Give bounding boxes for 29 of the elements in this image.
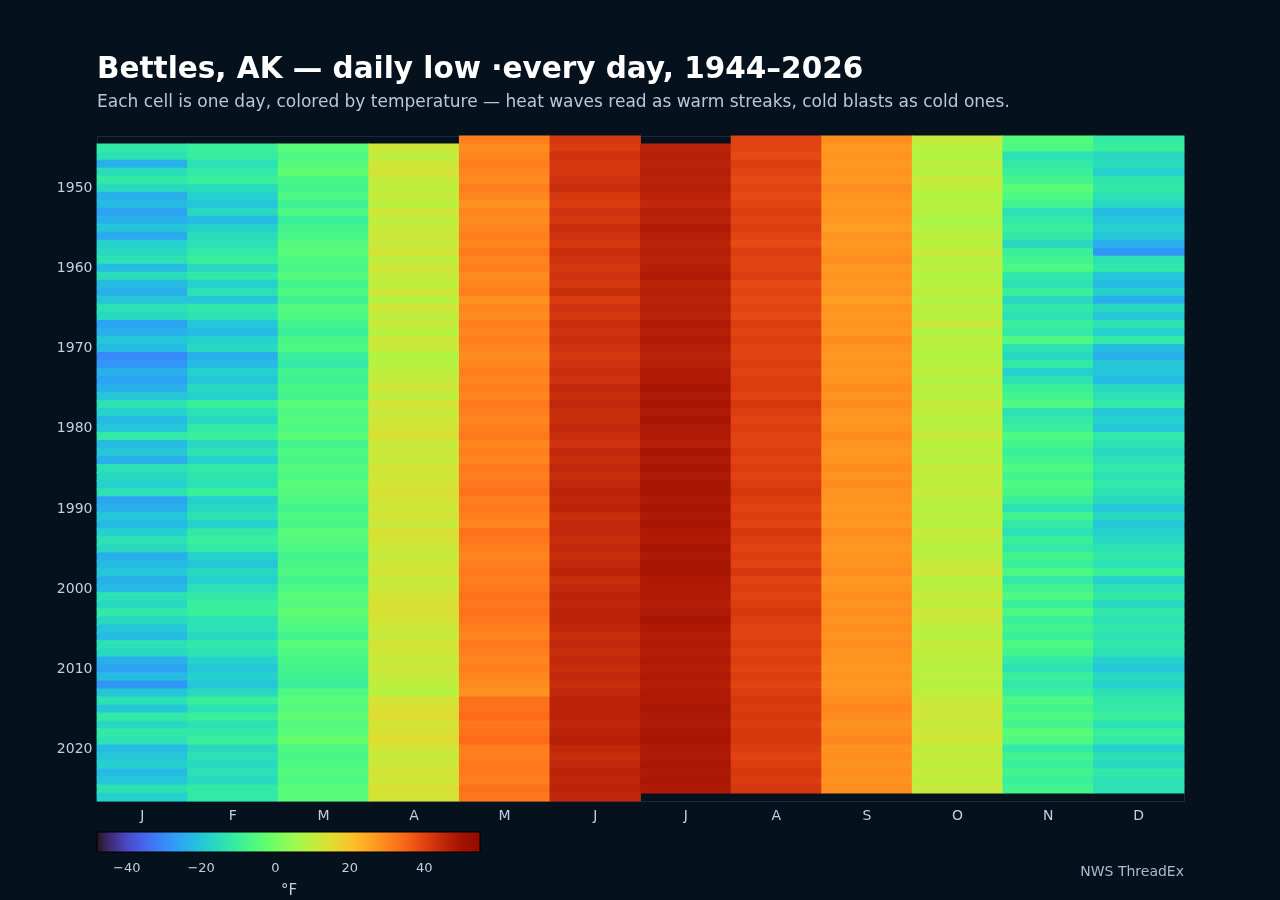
- y-tick-label: 2010: [56, 659, 93, 676]
- x-tick-label: O: [952, 806, 964, 823]
- y-tick-label: 1950: [56, 179, 93, 196]
- y-tick-label: 1960: [56, 259, 93, 276]
- x-tick-label: A: [771, 806, 782, 823]
- color-bar-label: 40: [415, 860, 433, 875]
- x-tick-label: D: [1133, 806, 1145, 823]
- x-tick-label: S: [862, 806, 872, 823]
- color-bar-label: 0: [271, 860, 280, 875]
- x-tick-label: J: [139, 806, 145, 823]
- y-tick-label: 2000: [56, 579, 93, 596]
- color-bar-label: −40: [113, 860, 141, 875]
- x-tick-label: N: [1042, 806, 1054, 823]
- chart-subtitle: Each cell is one day, colored by temperature — heat waves read as warm streaks, cold blasts as cold ones.: [97, 90, 1010, 111]
- x-tick-label: J: [592, 806, 598, 823]
- x-tick-label: F: [228, 806, 237, 823]
- text: NWS ThreadEx: [1080, 863, 1184, 879]
- x-tick-label: M: [317, 806, 330, 823]
- chart-title: Bettles, AK — daily low ·every day, 1944–2026: [97, 51, 864, 86]
- color-bar-label: −20: [187, 860, 215, 875]
- x-tick-label: J: [682, 806, 688, 823]
- y-tick-label: 1990: [56, 499, 93, 516]
- y-tick-label: 1970: [56, 339, 93, 356]
- color-bar-label: 20: [341, 860, 359, 875]
- x-tick-label: A: [409, 806, 420, 823]
- color-bar-title: °F: [280, 881, 298, 899]
- y-tick-label: 2020: [56, 739, 93, 756]
- y-tick-label: 1980: [56, 419, 93, 436]
- x-tick-label: M: [498, 806, 511, 823]
